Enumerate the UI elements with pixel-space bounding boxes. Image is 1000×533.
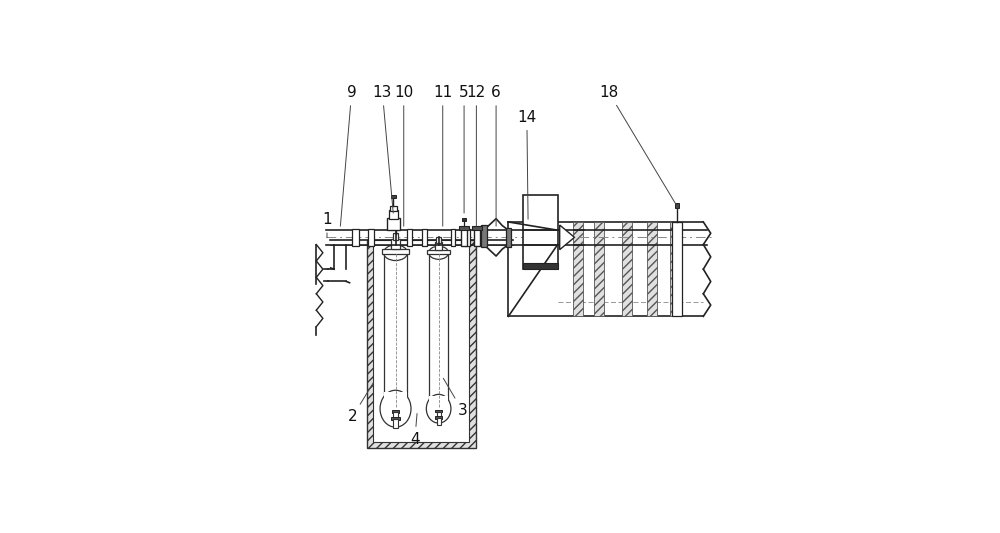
Ellipse shape	[384, 245, 407, 261]
Bar	[367, 240, 476, 448]
Bar	[391, 239, 400, 249]
Bar	[670, 222, 680, 317]
Bar	[435, 416, 442, 418]
Bar	[382, 249, 409, 254]
Bar	[523, 195, 558, 269]
Text: 10: 10	[394, 85, 413, 226]
Ellipse shape	[429, 246, 448, 260]
Bar	[393, 233, 398, 240]
Bar	[392, 409, 399, 413]
Text: 11: 11	[433, 85, 452, 226]
Bar	[368, 229, 374, 246]
Bar	[523, 263, 558, 269]
Bar	[437, 412, 441, 417]
Text: 1: 1	[322, 213, 332, 238]
Bar	[352, 229, 359, 246]
Bar	[429, 397, 448, 411]
Bar	[622, 222, 632, 317]
Text: 4: 4	[410, 414, 420, 447]
Bar	[474, 229, 480, 246]
Text: 9: 9	[340, 85, 356, 226]
Bar	[390, 206, 397, 211]
Bar	[393, 413, 398, 418]
Bar	[437, 418, 441, 425]
Bar	[465, 229, 470, 246]
Bar	[436, 237, 441, 243]
Text: 12: 12	[467, 85, 486, 226]
Bar	[384, 253, 407, 411]
Text: 5: 5	[459, 85, 469, 213]
Bar	[435, 409, 442, 413]
Bar	[384, 392, 407, 411]
Bar	[461, 229, 467, 246]
Text: 18: 18	[599, 85, 675, 203]
Bar	[573, 222, 583, 317]
Bar	[675, 203, 679, 207]
Bar	[393, 419, 398, 428]
Bar	[451, 229, 455, 246]
Bar	[391, 195, 396, 198]
Bar	[435, 241, 442, 250]
Bar	[422, 229, 427, 246]
Ellipse shape	[426, 394, 451, 423]
Text: 13: 13	[373, 85, 393, 213]
Bar	[594, 222, 604, 317]
Bar	[373, 240, 469, 441]
Bar	[387, 218, 400, 230]
Bar	[506, 228, 511, 247]
Bar	[472, 225, 482, 230]
Text: 14: 14	[517, 110, 536, 219]
Bar	[389, 211, 398, 219]
Text: 3: 3	[443, 378, 467, 418]
Bar	[429, 253, 448, 411]
Bar	[672, 222, 682, 317]
Bar	[407, 229, 412, 246]
Text: 2: 2	[348, 382, 374, 424]
Bar	[391, 417, 400, 420]
Polygon shape	[560, 225, 574, 249]
Bar	[462, 218, 466, 221]
Text: 6: 6	[491, 85, 501, 226]
Bar	[427, 250, 450, 254]
Bar	[481, 225, 487, 247]
Bar	[647, 222, 657, 317]
Bar	[459, 225, 469, 230]
Ellipse shape	[380, 390, 411, 427]
